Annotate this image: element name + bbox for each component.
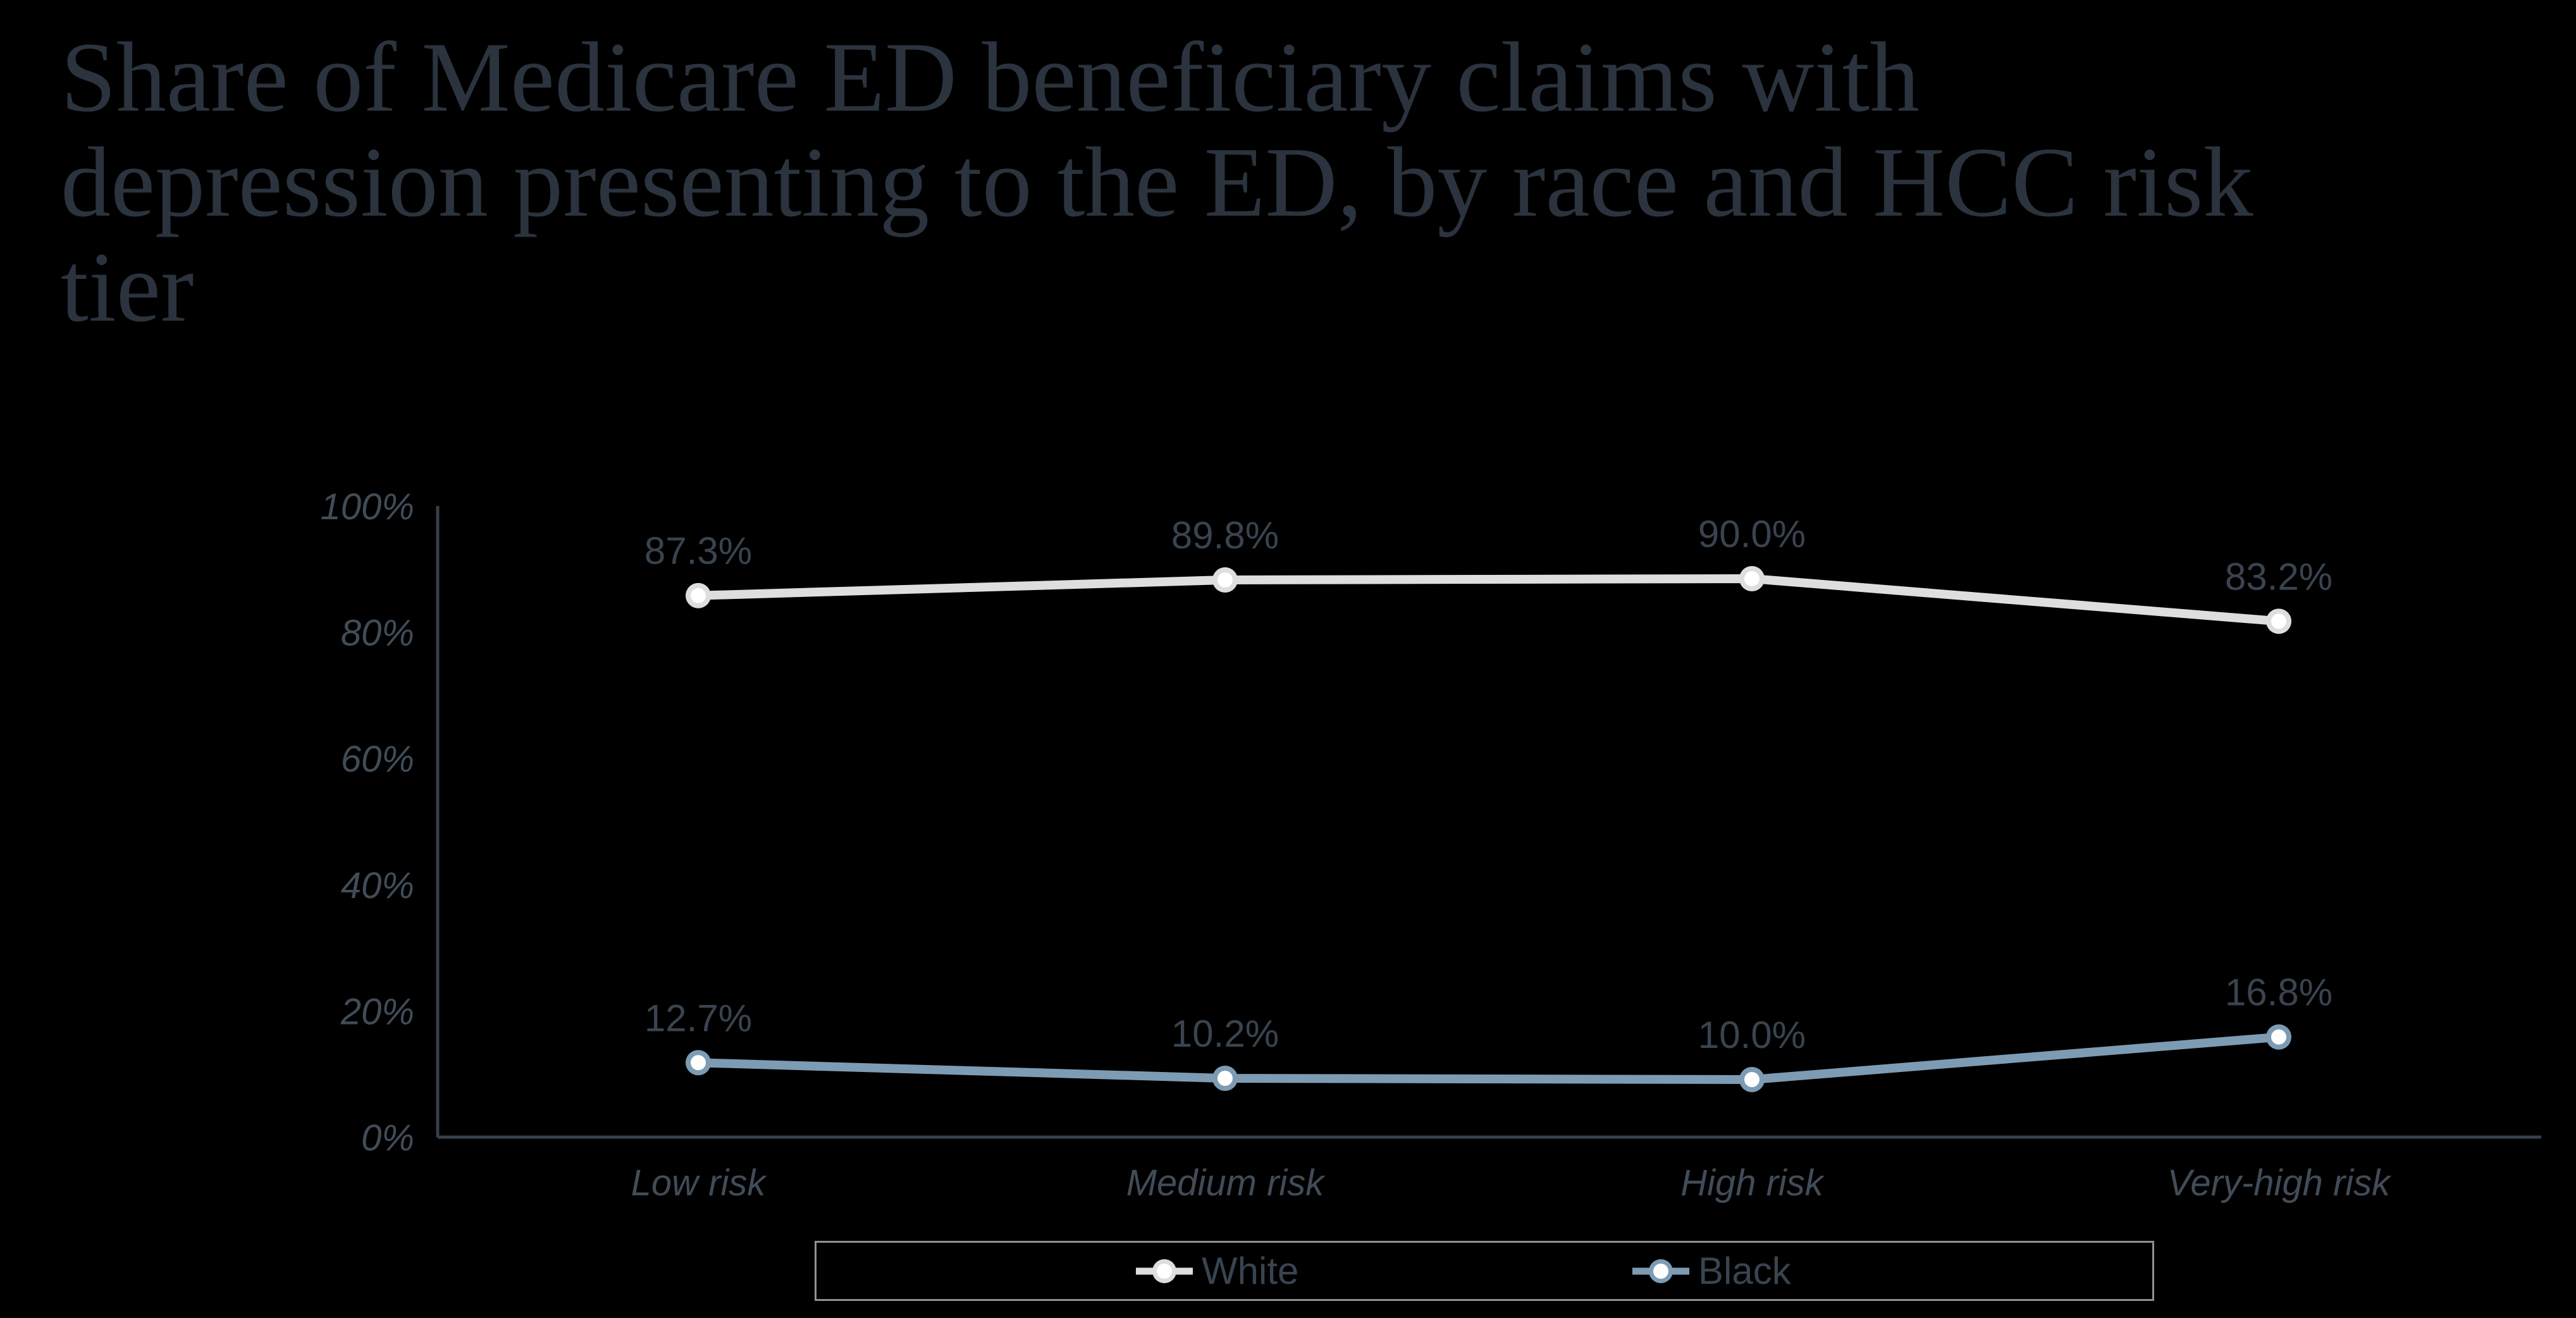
x-axis-label: Medium risk <box>1126 1162 1326 1204</box>
chart-title-line-2: depression presenting to the ED, by race… <box>61 127 2253 238</box>
x-axis-label: High risk <box>1680 1162 1825 1204</box>
x-axis-label: Very-high risk <box>2167 1162 2392 1204</box>
data-point-marker-black <box>1744 1072 1759 1087</box>
legend-entry-label: Black <box>1698 1249 1791 1292</box>
data-point-marker-black <box>1217 1071 1233 1087</box>
data-point-marker-black <box>691 1055 706 1071</box>
y-tick-label: 40% <box>341 865 414 906</box>
data-point-marker-white <box>1217 572 1233 588</box>
data-point-label: 10.2% <box>1171 1013 1279 1055</box>
legend-marker-core <box>1653 1263 1668 1279</box>
chart-title-line-3: tier <box>61 232 194 343</box>
y-tick-label: 60% <box>341 739 414 780</box>
series-white-line <box>694 574 2283 626</box>
data-point-label: 87.3% <box>644 530 752 572</box>
y-tick-label: 0% <box>361 1118 414 1159</box>
legend-marker-core <box>1157 1263 1172 1279</box>
data-point-marker-white <box>2271 613 2286 629</box>
data-point-marker-white <box>691 588 706 603</box>
x-axis-label: Low risk <box>631 1162 768 1204</box>
y-tick-label: 80% <box>341 613 414 654</box>
legend-marker-icon <box>1136 1259 1193 1283</box>
data-point-label: 12.7% <box>644 997 752 1039</box>
legend-entry-white: White <box>1136 1243 1298 1299</box>
legend-marker-icon <box>1632 1259 1689 1283</box>
data-point-label: 83.2% <box>2225 555 2333 598</box>
legend-entry-label: White <box>1202 1249 1299 1292</box>
chart-legend: White Black <box>815 1241 2154 1301</box>
y-tick-label: 100% <box>321 486 414 527</box>
legend-entry-black: Black <box>1632 1243 1791 1299</box>
data-point-label: 10.0% <box>1698 1014 1806 1056</box>
series-black-line <box>694 1032 2283 1084</box>
data-point-label: 89.8% <box>1171 514 1279 557</box>
data-point-marker-white <box>1744 571 1759 586</box>
data-point-label: 90.0% <box>1698 513 1806 555</box>
data-point-label: 16.8% <box>2225 971 2333 1014</box>
chart-title-line-1: Share of Medicare ED beneficiary claims … <box>61 22 1920 133</box>
y-tick-label: 20% <box>340 991 414 1032</box>
chart-title: Share of Medicare ED beneficiary claims … <box>61 25 2559 340</box>
data-point-marker-black <box>2271 1029 2286 1045</box>
